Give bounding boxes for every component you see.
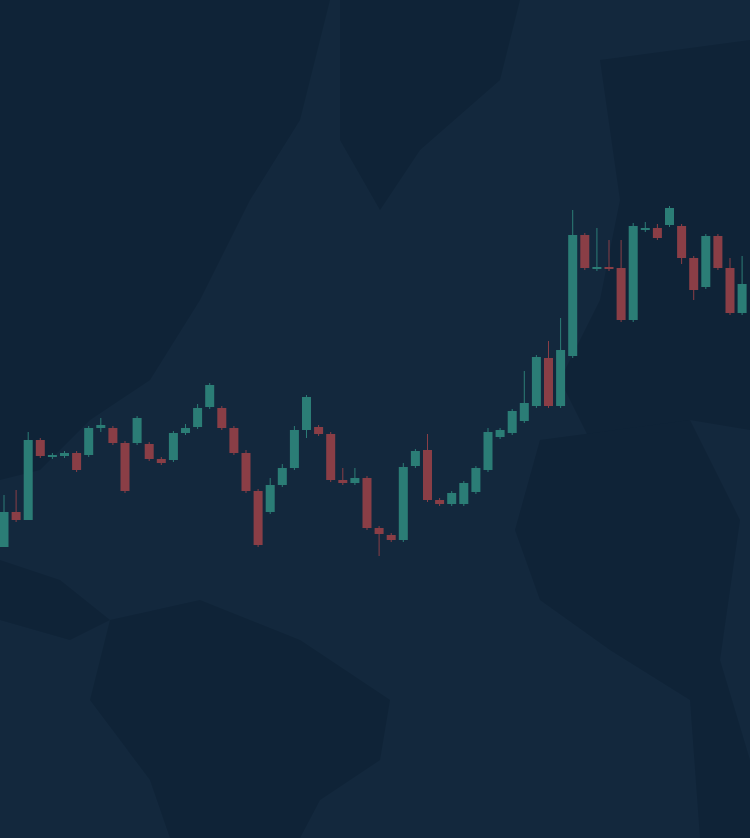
candle-body — [665, 208, 674, 225]
candle-body — [277, 468, 287, 485]
candle-body — [483, 432, 493, 470]
candle-body — [568, 235, 578, 356]
candle-body — [144, 444, 154, 459]
candle-body — [35, 440, 45, 456]
candle-body — [326, 434, 336, 480]
candle-body — [72, 453, 82, 470]
candle-body — [60, 453, 69, 456]
candle-body — [84, 428, 94, 455]
candles — [0, 206, 747, 556]
candle-body — [11, 512, 21, 520]
candle-body — [398, 467, 408, 540]
candle-body — [713, 236, 723, 268]
candle-body — [229, 428, 239, 453]
candle-body — [677, 226, 687, 258]
candle-body — [592, 267, 602, 269]
candle-body — [241, 453, 251, 491]
candle-body — [556, 350, 566, 406]
candle-body — [471, 468, 481, 492]
candle-body — [507, 411, 517, 433]
candle-body — [616, 268, 626, 320]
candle-body — [338, 480, 348, 483]
candle-body — [156, 459, 166, 463]
candle-body — [217, 408, 227, 428]
candle-body — [120, 443, 130, 491]
candle-body — [193, 408, 203, 427]
candle-body — [23, 440, 33, 520]
candle-body — [459, 483, 469, 504]
candle-body — [168, 433, 178, 460]
candle-body — [314, 427, 324, 434]
candle-body — [519, 403, 529, 421]
candle-body — [544, 358, 553, 406]
candle-body — [132, 418, 142, 443]
candle-body — [181, 428, 190, 433]
candle-body — [410, 451, 420, 466]
candle-body — [47, 455, 57, 457]
candle-body — [265, 485, 275, 512]
candle-body — [0, 512, 9, 547]
candle-body — [289, 430, 299, 468]
candle-body — [435, 500, 445, 504]
candle-body — [362, 478, 372, 528]
candle-body — [640, 228, 650, 230]
candle-body — [725, 268, 735, 313]
candle-body — [447, 493, 457, 504]
candle-body — [253, 491, 263, 545]
candle-body — [96, 425, 106, 428]
candle-body — [495, 430, 505, 437]
candle-body — [108, 428, 118, 443]
candle-body — [737, 284, 747, 313]
candle-body — [604, 267, 614, 269]
candle-body — [302, 397, 311, 430]
candle-body — [689, 258, 699, 290]
candle-body — [531, 357, 541, 406]
candle-body — [205, 385, 215, 407]
candle-body — [350, 478, 360, 483]
candle-body — [423, 450, 432, 500]
candle-body — [652, 228, 662, 238]
candle-body — [386, 535, 396, 540]
candle-body — [701, 236, 711, 287]
candle-body — [374, 528, 384, 534]
candle-body — [628, 226, 638, 320]
candle-body — [580, 235, 590, 268]
